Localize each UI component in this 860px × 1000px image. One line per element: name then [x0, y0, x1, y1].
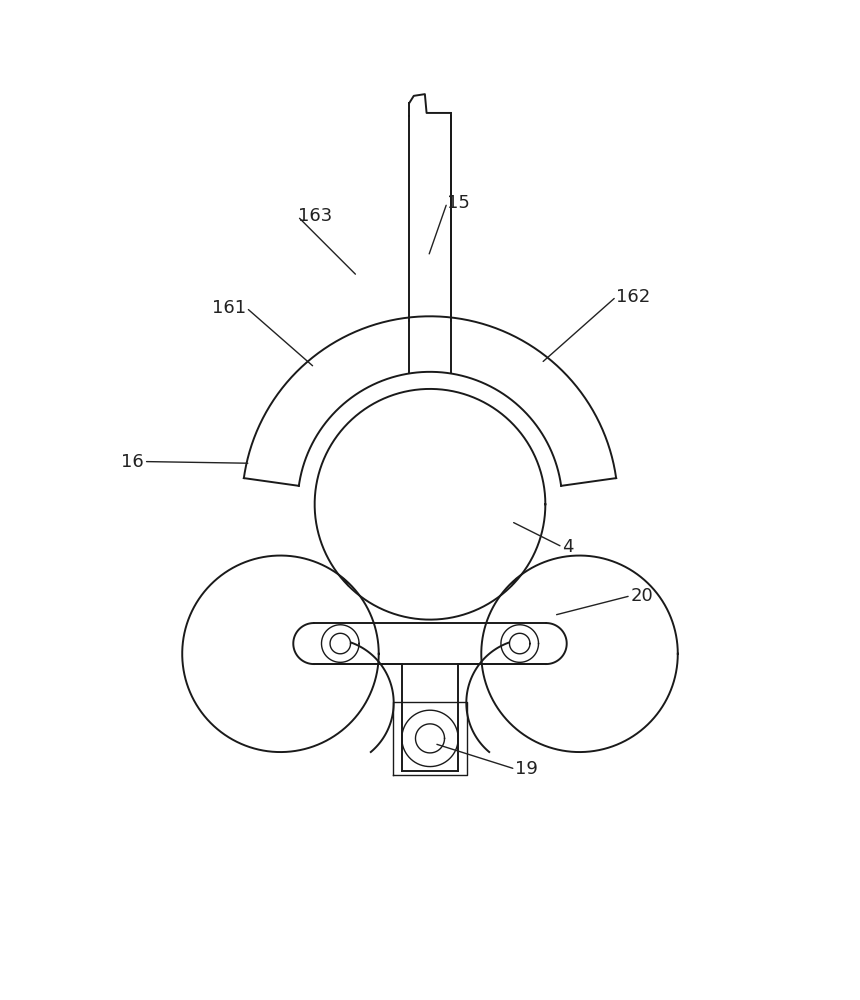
- Text: 4: 4: [562, 538, 574, 556]
- Text: 161: 161: [212, 299, 246, 317]
- Text: 20: 20: [630, 587, 654, 605]
- Text: 16: 16: [121, 453, 144, 471]
- Text: 162: 162: [617, 288, 650, 306]
- Text: 163: 163: [298, 207, 332, 225]
- Text: 15: 15: [447, 194, 470, 212]
- Text: 19: 19: [515, 760, 538, 778]
